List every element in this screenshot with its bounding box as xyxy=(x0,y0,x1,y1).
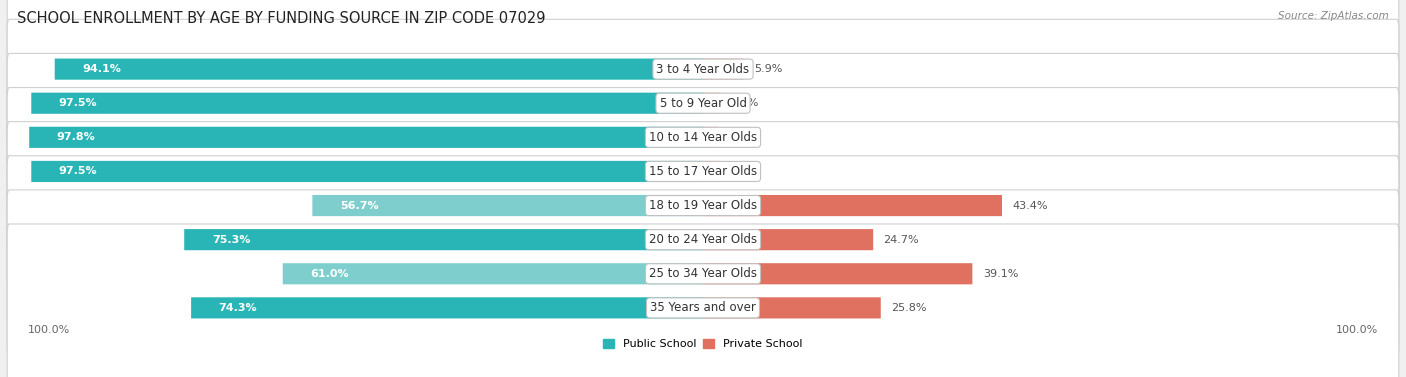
Text: 10 to 14 Year Olds: 10 to 14 Year Olds xyxy=(650,131,756,144)
FancyBboxPatch shape xyxy=(7,190,1399,358)
FancyBboxPatch shape xyxy=(31,93,703,114)
FancyBboxPatch shape xyxy=(55,58,703,80)
Text: 25 to 34 Year Olds: 25 to 34 Year Olds xyxy=(650,267,756,280)
Text: 35 Years and over: 35 Years and over xyxy=(650,301,756,314)
Text: 25.8%: 25.8% xyxy=(891,303,927,313)
Text: 15 to 17 Year Olds: 15 to 17 Year Olds xyxy=(650,165,756,178)
Text: 5 to 9 Year Old: 5 to 9 Year Old xyxy=(659,97,747,110)
Text: 97.5%: 97.5% xyxy=(59,166,97,176)
Text: 5.9%: 5.9% xyxy=(754,64,782,74)
FancyBboxPatch shape xyxy=(312,195,703,216)
Text: 24.7%: 24.7% xyxy=(883,234,920,245)
FancyBboxPatch shape xyxy=(703,93,720,114)
FancyBboxPatch shape xyxy=(703,263,973,284)
FancyBboxPatch shape xyxy=(703,195,1002,216)
FancyBboxPatch shape xyxy=(7,156,1399,323)
FancyBboxPatch shape xyxy=(7,87,1399,255)
FancyBboxPatch shape xyxy=(191,297,703,319)
FancyBboxPatch shape xyxy=(31,161,703,182)
Text: 20 to 24 Year Olds: 20 to 24 Year Olds xyxy=(650,233,756,246)
Text: SCHOOL ENROLLMENT BY AGE BY FUNDING SOURCE IN ZIP CODE 07029: SCHOOL ENROLLMENT BY AGE BY FUNDING SOUR… xyxy=(17,11,546,26)
FancyBboxPatch shape xyxy=(283,263,703,284)
FancyBboxPatch shape xyxy=(703,229,873,250)
Text: 97.8%: 97.8% xyxy=(56,132,96,143)
Text: 2.5%: 2.5% xyxy=(731,166,759,176)
Text: 75.3%: 75.3% xyxy=(212,234,250,245)
Text: Source: ZipAtlas.com: Source: ZipAtlas.com xyxy=(1278,11,1389,21)
Text: 97.5%: 97.5% xyxy=(59,98,97,108)
FancyBboxPatch shape xyxy=(7,0,1399,153)
Text: 2.5%: 2.5% xyxy=(731,98,759,108)
Legend: Public School, Private School: Public School, Private School xyxy=(603,339,803,349)
Text: 39.1%: 39.1% xyxy=(983,269,1018,279)
Text: 43.4%: 43.4% xyxy=(1012,201,1047,211)
Text: 94.1%: 94.1% xyxy=(83,64,121,74)
FancyBboxPatch shape xyxy=(7,19,1399,187)
Text: 56.7%: 56.7% xyxy=(340,201,378,211)
FancyBboxPatch shape xyxy=(7,122,1399,290)
FancyBboxPatch shape xyxy=(7,54,1399,221)
FancyBboxPatch shape xyxy=(703,161,720,182)
FancyBboxPatch shape xyxy=(703,297,880,319)
FancyBboxPatch shape xyxy=(7,224,1399,377)
Text: 100.0%: 100.0% xyxy=(1336,325,1378,335)
FancyBboxPatch shape xyxy=(30,127,703,148)
FancyBboxPatch shape xyxy=(184,229,703,250)
Text: 61.0%: 61.0% xyxy=(311,269,349,279)
FancyBboxPatch shape xyxy=(703,58,744,80)
FancyBboxPatch shape xyxy=(703,127,718,148)
Text: 3 to 4 Year Olds: 3 to 4 Year Olds xyxy=(657,63,749,76)
Text: 100.0%: 100.0% xyxy=(28,325,70,335)
Text: 2.2%: 2.2% xyxy=(728,132,756,143)
Text: 18 to 19 Year Olds: 18 to 19 Year Olds xyxy=(650,199,756,212)
Text: 74.3%: 74.3% xyxy=(219,303,257,313)
